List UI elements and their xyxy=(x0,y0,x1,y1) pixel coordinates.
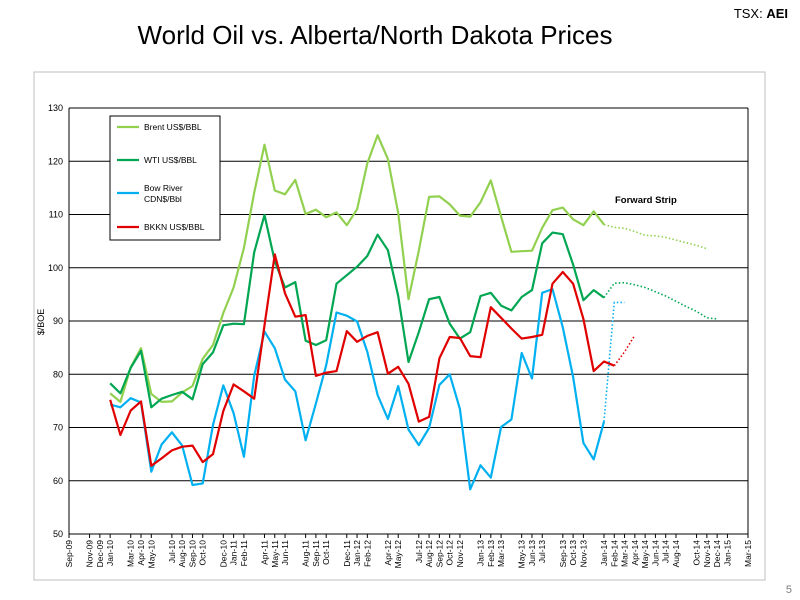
x-tick-label: Jun-13 xyxy=(527,540,537,566)
x-tick-label: Nov-13 xyxy=(578,540,588,568)
x-tick-label: Apr-10 xyxy=(136,540,146,566)
x-tick-label: Oct-13 xyxy=(568,540,578,566)
x-tick-label: Feb-11 xyxy=(239,540,249,567)
y-tick-label: 100 xyxy=(48,263,63,273)
x-tick-label: May-10 xyxy=(146,540,156,569)
y-tick-label: 90 xyxy=(53,316,63,326)
forward-curve xyxy=(603,301,625,422)
page-number: 5 xyxy=(785,584,792,596)
x-tick-label: Jan-11 xyxy=(229,540,239,566)
y-axis-label: $/BOE xyxy=(36,309,46,336)
ticker-label: TSX: AEI xyxy=(734,6,788,21)
legend-label: Brent US$/BBL xyxy=(144,122,202,132)
x-tick-label: Jun-11 xyxy=(280,540,290,566)
x-tick-label: Mar-14 xyxy=(620,540,630,567)
series-line xyxy=(109,288,606,491)
x-tick-label: Jan-12 xyxy=(352,540,362,566)
legend-box xyxy=(109,115,221,241)
gridlines xyxy=(68,107,749,535)
x-tick-label: Aug-11 xyxy=(301,540,311,567)
y-tick-label: 50 xyxy=(53,529,63,539)
x-tick-label: Apr-11 xyxy=(259,540,269,565)
series-group xyxy=(109,134,718,491)
series-line xyxy=(109,134,605,403)
x-tick-label: Jul-12 xyxy=(414,540,424,563)
x-tick-label: Sep-12 xyxy=(434,540,444,568)
x-tick-label: Nov-14 xyxy=(702,540,712,568)
x-tick-label: Mar-10 xyxy=(126,540,136,567)
x-tick-label: Mar-15 xyxy=(743,540,753,567)
x-tick-label: Aug-12 xyxy=(424,540,434,568)
ticker-prefix: TSX: xyxy=(733,6,767,21)
x-tick-label: May-12 xyxy=(393,540,403,569)
legend-label: WTI US$/BBL xyxy=(144,155,197,165)
x-tick-label: Jul-14 xyxy=(661,540,671,563)
x-tick-label: Jul-13 xyxy=(537,540,547,563)
x-tick-label: Feb-12 xyxy=(362,540,372,567)
legend: Brent US$/BBL WTI US$/BBL Bow River CDN$/Bb… xyxy=(109,115,221,241)
y-tick-label: 120 xyxy=(48,156,63,166)
legend-label: BKKN US$/BBL xyxy=(144,222,205,232)
x-tick-label: Mar-13 xyxy=(496,540,506,567)
y-tick-label: 60 xyxy=(53,476,63,486)
y-axis-ticks: 50 60 70 80 90 100 110 120 130 xyxy=(48,103,63,539)
x-tick-label: Jan-10 xyxy=(105,540,115,566)
x-tick-label: May-11 xyxy=(270,540,280,568)
forward-curve xyxy=(603,281,718,320)
series-line xyxy=(109,213,605,409)
x-tick-label: Nov-09 xyxy=(85,540,95,568)
y-tick-label: 130 xyxy=(48,103,63,113)
x-tick-label: Jan-14 xyxy=(599,540,609,566)
x-tick-label: Sep-10 xyxy=(187,540,197,568)
forward-curve xyxy=(613,334,636,367)
forward-strip-annotation: Forward Strip xyxy=(615,195,677,206)
x-tick-label: Sep-11 xyxy=(311,540,321,567)
x-tick-label: Sep-09 xyxy=(64,540,74,568)
x-tick-label: Aug-14 xyxy=(671,540,681,568)
y-tick-label: 80 xyxy=(53,369,63,379)
x-tick-label: Apr-14 xyxy=(630,540,640,566)
x-tick-label: Oct-11 xyxy=(321,540,331,565)
x-tick-label: Jan-13 xyxy=(476,540,486,566)
x-tick-label: Dec-09 xyxy=(95,540,105,568)
x-tick-label: May-14 xyxy=(640,540,650,569)
x-axis-ticks: Sep-09 Nov-09 Dec-09 Jan-10 Mar-10 Apr-10 May-… xyxy=(64,534,753,568)
x-tick-label: Feb-14 xyxy=(609,540,619,567)
y-tick-label: 110 xyxy=(49,210,63,220)
x-tick-label: Apr-12 xyxy=(383,540,393,566)
ticker-symbol: AEI xyxy=(766,6,788,21)
y-tick-label: 70 xyxy=(53,423,63,433)
x-tick-label: Jan-15 xyxy=(722,540,732,566)
x-tick-label: Dec-11 xyxy=(342,540,352,567)
x-tick-label: May-13 xyxy=(517,540,527,569)
x-tick-label: Oct-12 xyxy=(445,540,455,566)
x-tick-label: Jul-10 xyxy=(167,540,177,563)
x-tick-label: Feb-13 xyxy=(486,540,496,567)
legend-label: Bow River CDN$/Bbl xyxy=(144,183,183,204)
x-tick-label: Sep-13 xyxy=(558,540,568,568)
x-tick-label: Nov-12 xyxy=(455,540,465,568)
x-tick-label: Aug-10 xyxy=(177,540,187,568)
x-tick-label: Dec-14 xyxy=(712,540,722,568)
slide-title: World Oil vs. Alberta/North Dakota Price… xyxy=(137,20,613,50)
x-tick-label: Jun-14 xyxy=(650,540,660,566)
x-tick-label: Oct-10 xyxy=(198,540,208,566)
x-tick-label: Oct-14 xyxy=(692,540,702,566)
series-line xyxy=(109,253,615,467)
forward-curve xyxy=(603,223,708,250)
x-tick-label: Dec-10 xyxy=(218,540,228,568)
